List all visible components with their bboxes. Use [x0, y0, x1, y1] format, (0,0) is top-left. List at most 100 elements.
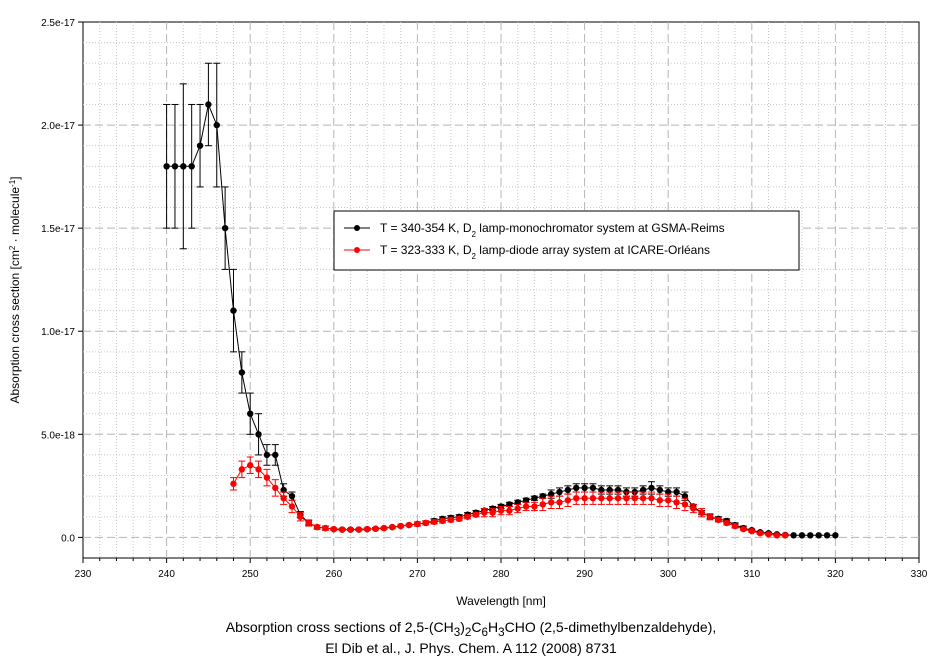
data-point [188, 163, 195, 170]
data-point [171, 163, 179, 170]
data-point [782, 532, 789, 539]
data-point [673, 488, 680, 496]
data-point [556, 488, 563, 496]
x-tick-label: 280 [493, 569, 510, 580]
data-point [280, 495, 287, 502]
data-point [556, 499, 563, 506]
data-point [698, 509, 705, 516]
x-tick-label: 300 [660, 569, 677, 580]
x-tick-label: 320 [827, 569, 844, 580]
data-point [389, 523, 396, 531]
data-point [347, 526, 354, 533]
data-point [798, 532, 806, 539]
y-tick-label: 5.0e-18 [41, 430, 75, 441]
data-point [706, 513, 714, 520]
data-point [740, 525, 747, 533]
data-point [807, 532, 814, 539]
data-point [489, 509, 496, 516]
y-tick-label: 2.0e-17 [41, 121, 75, 132]
y-tick-label: 0.0 [61, 533, 75, 544]
data-point [623, 495, 630, 502]
y-tick-label: 1.5e-17 [41, 224, 75, 235]
data-point [639, 495, 647, 502]
x-axis-label: Wavelength [nm] [456, 594, 546, 608]
data-point [823, 532, 831, 539]
data-point [773, 532, 781, 539]
data-point [255, 466, 262, 473]
data-point [589, 495, 597, 502]
data-point [832, 532, 839, 539]
data-point [439, 517, 446, 525]
data-point [380, 524, 388, 532]
legend-marker-series-1 [354, 225, 360, 231]
data-point [464, 513, 471, 520]
x-tick-label: 330 [911, 569, 928, 580]
data-point [422, 519, 429, 527]
data-point [748, 528, 755, 535]
data-point [614, 495, 622, 502]
series-layer [163, 62, 839, 539]
legend-label-series-2: T = 323-333 K, D2 lamp-diode array syste… [380, 243, 710, 261]
legend-marker-series-2 [354, 247, 360, 253]
data-point [665, 497, 672, 504]
data-point [481, 509, 488, 516]
data-point [196, 142, 204, 149]
data-point [547, 499, 555, 506]
data-point [656, 497, 664, 504]
chart: 230 240 250 260 270 280 290 300 310 320 330 0.0 5.0… [8, 18, 928, 608]
data-point [522, 503, 530, 510]
data-point [163, 163, 170, 170]
data-point [255, 431, 262, 438]
data-point [815, 532, 822, 539]
data-point [564, 497, 572, 504]
data-point [564, 486, 572, 494]
data-point [305, 519, 312, 527]
x-tick-label: 230 [75, 569, 92, 580]
data-point [756, 530, 764, 537]
data-point [790, 532, 797, 539]
series-2 [229, 456, 789, 539]
data-point [681, 501, 689, 508]
data-point [456, 515, 463, 523]
data-point [372, 525, 379, 532]
data-point [573, 495, 580, 502]
data-point [263, 474, 271, 481]
data-point [313, 523, 321, 531]
legend-box [333, 210, 800, 271]
data-point [589, 484, 597, 492]
data-point [288, 492, 296, 500]
data-point [338, 526, 346, 533]
data-point [288, 503, 296, 510]
x-tick-label: 290 [576, 569, 593, 580]
data-point [598, 495, 605, 502]
data-point [180, 163, 187, 170]
data-point [472, 511, 480, 518]
data-point [514, 505, 521, 512]
grid [83, 22, 919, 558]
data-point [297, 513, 304, 520]
data-point [690, 505, 697, 512]
x-tick-label: 270 [409, 569, 426, 580]
data-point [263, 451, 271, 459]
data-point [430, 518, 438, 526]
data-point [631, 495, 638, 502]
x-axis: 230 240 250 260 270 280 290 300 310 320 330 [75, 558, 928, 580]
data-point [531, 503, 538, 510]
data-point [648, 484, 655, 492]
data-point [238, 369, 246, 376]
data-point [397, 522, 404, 530]
data-point [731, 522, 739, 530]
data-point [531, 495, 538, 502]
data-point [272, 484, 279, 492]
data-point [330, 525, 337, 533]
data-point [322, 524, 329, 532]
data-point [230, 307, 237, 314]
y-tick-label: 1.0e-17 [41, 327, 75, 338]
data-point [221, 224, 229, 232]
data-point [230, 480, 237, 487]
data-point [656, 486, 664, 494]
data-point [673, 499, 680, 506]
legend-label-series-1: T = 340-354 K, D2 lamp-monochromator sys… [380, 221, 725, 239]
data-point [238, 466, 246, 473]
data-point [573, 484, 580, 492]
